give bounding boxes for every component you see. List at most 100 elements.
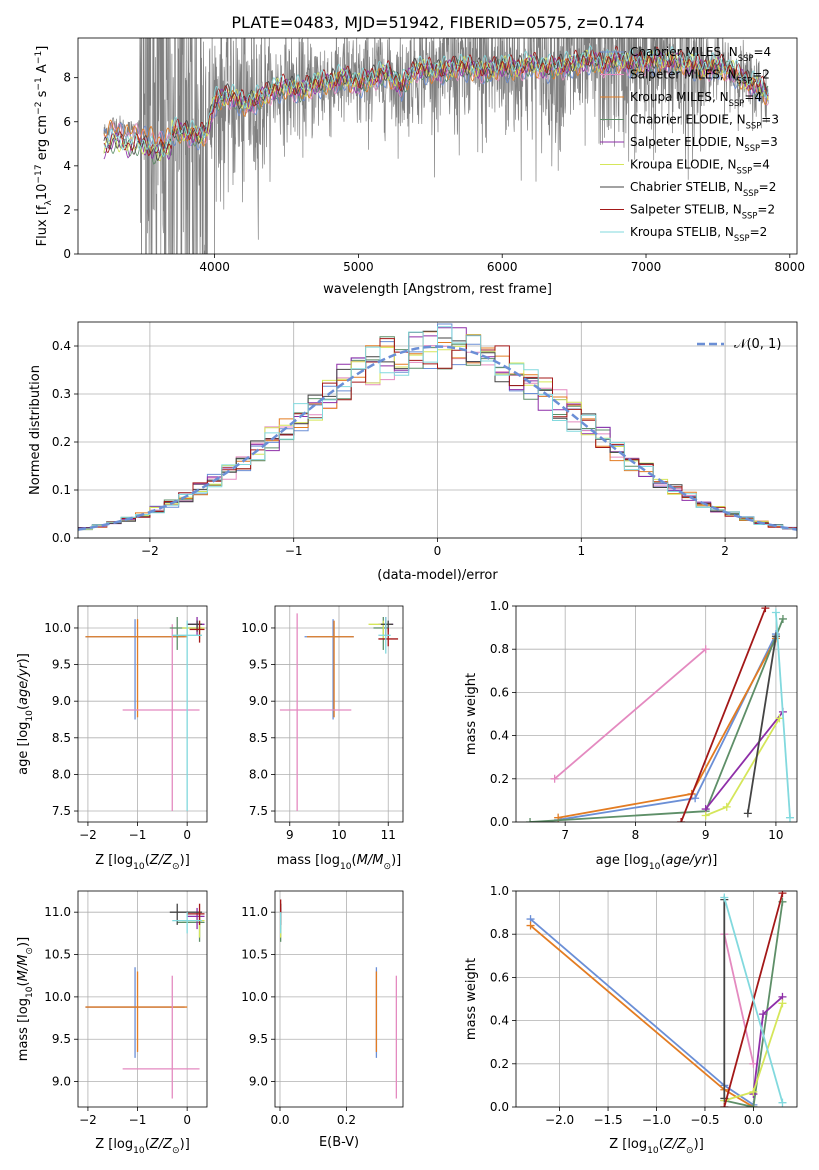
y-tick-label: 7.5	[52, 804, 71, 818]
x-tick-label: −2.0	[545, 1113, 574, 1127]
weight-point-marker	[778, 999, 787, 1008]
spectrum-legend: Chabrier MILES, NSSP=4 Salpeter MILES, NS…	[600, 45, 779, 243]
x-tick-label: −0.5	[690, 1113, 719, 1127]
histogram-series	[78, 334, 797, 531]
x-axis-label: Z [log10(Z/Z⊙)]	[95, 853, 190, 872]
weight-point-marker	[771, 608, 780, 617]
y-axis-label: Flux [fλ10−17 erg cm−2 s−1 A−1]	[34, 46, 54, 247]
x-tick-label: 10	[768, 828, 783, 842]
y-tick-label: 10.5	[44, 948, 71, 962]
y-tick-label: 0.0	[490, 815, 509, 829]
y-tick-label: 0.0	[52, 531, 71, 545]
legend-label: Salpeter STELIB, NSSP=2	[630, 203, 775, 221]
x-tick-label: 8	[632, 828, 640, 842]
x-axis-label: (data-model)/error	[377, 568, 498, 583]
y-tick-label: 2	[63, 203, 71, 217]
weight-point-marker	[778, 614, 787, 623]
mass_vs_ebv-frame	[274, 890, 404, 1108]
y-tick-label: 9.5	[249, 1032, 268, 1046]
x-tick-label: 2	[721, 544, 729, 558]
weight-series-line	[723, 897, 784, 1103]
y-tick-label: 9.5	[52, 1032, 71, 1046]
y-tick-label: 0.4	[490, 729, 509, 743]
weight-point-marker	[771, 632, 780, 641]
spectrum-frame	[77, 37, 798, 255]
legend-label: Chabrier ELODIE, NSSP=3	[630, 113, 779, 131]
y-tick-label: 0.2	[490, 772, 509, 786]
y-tick-label: 7.5	[249, 804, 268, 818]
spectrum-plot	[103, 38, 769, 254]
residuals-axes: −2 −1 0 1 2 0.0 0.1 0.2 0.3 0.4	[52, 322, 797, 558]
y-tick-label: 8.0	[52, 767, 71, 781]
y-tick-label: 0	[63, 247, 71, 261]
weight-point-marker	[759, 1010, 768, 1019]
weight-point-marker	[550, 774, 559, 783]
weight-point-marker	[720, 1103, 729, 1107]
y-tick-label: 0.0	[490, 1100, 509, 1114]
weight-series-line	[557, 633, 777, 821]
legend-label: Kroupa ELODIE, NSSP=4	[630, 158, 770, 176]
x-tick-label: 0	[183, 1113, 191, 1127]
age_vs_Z-axes: −2 −1 0 7.5 8.0 8.5 9.0 9.5 10.0	[44, 606, 207, 842]
x-axis-label: Z [log10(Z/Z⊙)]	[609, 1137, 704, 1156]
weight-point-marker	[761, 606, 770, 613]
x-tick-label: −2	[79, 1113, 97, 1127]
weight-point-marker	[691, 794, 700, 803]
weight_vs_Z-frame	[515, 890, 798, 1108]
x-tick-label: −1.5	[593, 1113, 622, 1127]
y-axis-label: mass weight	[464, 958, 479, 1040]
mass_vs_ebv-plot	[280, 899, 398, 1099]
y-tick-label: 0.4	[490, 1014, 509, 1028]
y-axis-label: Normed distribution	[28, 365, 43, 495]
model-spectrum-line	[103, 45, 769, 158]
weight-series-line	[746, 636, 777, 814]
x-tick-label: −2	[141, 544, 159, 558]
normal-curve	[78, 345, 797, 531]
histogram-frame	[77, 321, 798, 539]
age_vs_Z-plot	[85, 616, 205, 812]
weight_vs_Z-axes: −2.0 −1.5 −1.0 −0.5 0.0 0.0 0.2 0.4 0.6 0.8 1.0	[490, 884, 797, 1127]
legend-label: Kroupa STELIB, NSSP=2	[630, 225, 767, 243]
x-tick-label: 0	[434, 544, 442, 558]
model-spectrum-line	[103, 54, 769, 147]
y-tick-label: 0.8	[490, 642, 509, 656]
y-tick-label: 8.0	[249, 767, 268, 781]
x-tick-label: −1	[285, 544, 303, 558]
y-tick-label: 10.0	[241, 621, 268, 635]
weight-series-line	[724, 901, 784, 1107]
weight-point-marker	[701, 645, 710, 654]
y-tick-label: 9.0	[249, 1075, 268, 1089]
legend-label: Kroupa MILES, NSSP=4	[630, 90, 762, 108]
x-axis-label: E(B-V)	[319, 1135, 359, 1150]
y-tick-label: 0.2	[490, 1057, 509, 1071]
x-tick-label: 0.0	[270, 1113, 289, 1127]
weight-point-marker	[775, 714, 784, 723]
weight-point-marker	[778, 1098, 787, 1107]
y-tick-label: 8.5	[249, 731, 268, 745]
x-axis-label: wavelength [Angstrom, rest frame]	[323, 282, 552, 297]
mass_vs_Z-plot	[85, 903, 205, 1099]
age_vs_mass-plot	[279, 613, 399, 812]
x-tick-label: 9	[286, 828, 294, 842]
age_vs_Z-frame	[77, 605, 208, 823]
y-tick-label: 10.5	[241, 948, 268, 962]
x-tick-label: 6000	[487, 260, 518, 274]
weight-point-marker	[785, 813, 794, 822]
y-tick-label: 0.1	[52, 483, 71, 497]
model-spectrum-line	[103, 49, 769, 162]
y-tick-label: 10.0	[241, 990, 268, 1004]
x-tick-label: 7000	[631, 260, 662, 274]
weight-point-marker	[778, 891, 787, 898]
x-tick-label: 7	[561, 828, 569, 842]
x-tick-label: 5000	[343, 260, 374, 274]
weight-series-line	[529, 924, 754, 1107]
weight-series-line	[554, 648, 707, 780]
weight-point-marker	[720, 893, 729, 902]
histogram-plot	[78, 323, 797, 532]
y-tick-label: 0.4	[52, 339, 71, 353]
weight-point-marker	[701, 811, 710, 820]
weight-series-line	[775, 612, 791, 818]
y-tick-label: 11.0	[44, 905, 71, 919]
weight-point-marker	[749, 1087, 758, 1096]
